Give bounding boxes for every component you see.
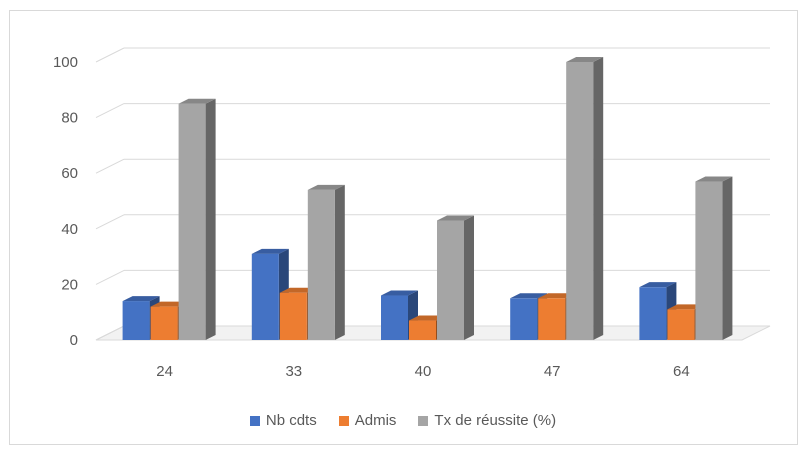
legend-swatch-tx-reussite [418,415,429,426]
y-tick-label-100: 100 [53,54,78,71]
bar-top-admis-64 [667,304,705,310]
legend-label-admis: Admis [354,412,397,429]
x-tick-label-64: 64 [673,363,690,380]
bar-top-admis-24 [150,301,188,307]
y-tick-label-80: 80 [61,110,78,127]
bar-admis-40 [409,320,436,340]
bar-tx-de-r-ussite-64 [695,181,723,340]
bar-admis-64 [667,309,695,340]
bar-tx-de-r-ussite-33 [307,189,335,340]
bar-side-tx-de-r-ussite-33 [334,184,345,340]
legend-swatch-admis [338,415,349,426]
bar-nb-cdts-64 [639,287,667,340]
bar-top-tx-de-r-ussite-33 [307,184,345,190]
gridline-side-20 [95,269,125,285]
bar-top-nb-cdts-64 [639,282,677,288]
bar-top-tx-de-r-ussite-24 [178,98,216,104]
bar-top-tx-de-r-ussite-64 [695,176,733,182]
gridline-side-40 [95,214,125,230]
y-tick-label-60: 60 [61,165,78,182]
y-tick-label-40: 40 [61,221,78,238]
x-tick-label-47: 47 [544,363,561,380]
bar-admis-47 [538,298,566,340]
bar-top-admis-33 [279,287,317,293]
legend-label-tx-reussite: Tx de réussite (%) [434,412,557,429]
x-tick-label-24: 24 [156,363,173,380]
bar-side-tx-de-r-ussite-47 [593,57,604,340]
x-tick-label-33: 33 [285,363,302,380]
bar-top-admis-47 [538,293,576,299]
legend-item-tx-reussite: Tx de réussite (%) [418,412,556,429]
bar-top-tx-de-r-ussite-40 [437,215,474,221]
bar-nb-cdts-24 [122,301,150,340]
legend-label-nb-cdts: Nb cdts [265,412,317,429]
bar-top-nb-cdts-24 [122,296,160,302]
bar-nb-cdts-33 [251,253,279,340]
x-tick-label-40: 40 [415,363,432,380]
bar-tx-de-r-ussite-47 [566,62,594,340]
bar-nb-cdts-47 [510,298,538,340]
gridline-side-100 [95,47,125,63]
bar-top-nb-cdts-40 [381,290,418,296]
bar-top-nb-cdts-47 [510,293,548,299]
y-tick-label-0: 0 [70,332,78,349]
bar-top-nb-cdts-33 [251,248,289,254]
bar-side-tx-de-r-ussite-40 [464,215,474,340]
bar-tx-de-r-ussite-40 [437,220,464,340]
bar-top-admis-40 [409,315,446,321]
y-tick-label-20: 20 [61,276,78,293]
bar-tx-de-r-ussite-24 [178,103,206,340]
gridline-side-60 [95,158,125,174]
gridline-side-0 [95,325,125,341]
bar-top-tx-de-r-ussite-47 [566,57,604,62]
legend-item-nb-cdts: Nb cdts [249,412,317,429]
bar-side-tx-de-r-ussite-64 [722,176,733,340]
bar-admis-33 [279,292,307,340]
bar-side-tx-de-r-ussite-24 [205,98,216,340]
chart-legend: Nb cdts Admis Tx de réussite (%) [0,412,806,429]
chart-frame [9,10,798,445]
legend-swatch-nb-cdts [249,415,260,426]
legend-item-admis: Admis [338,412,397,429]
bar-admis-24 [150,306,178,340]
gridline-side-80 [95,103,125,119]
bar-nb-cdts-40 [381,295,408,340]
